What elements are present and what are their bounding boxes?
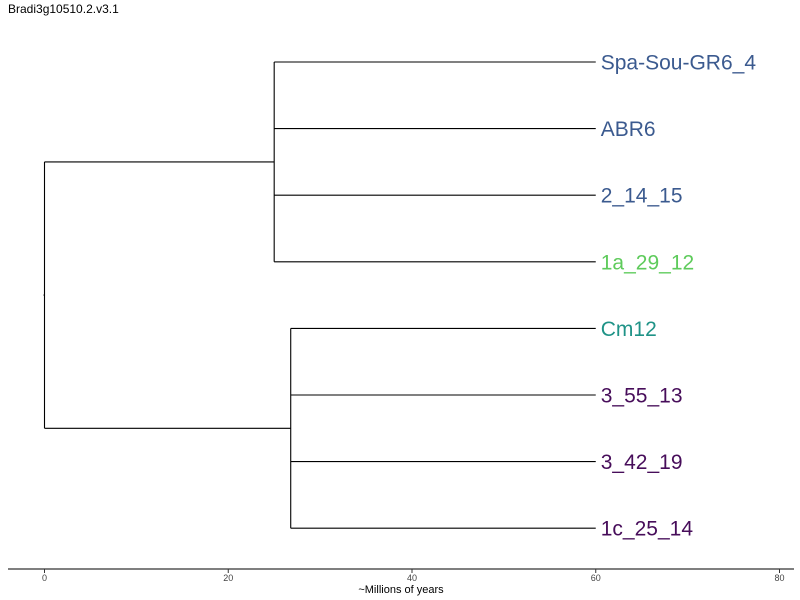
- tip-label-6: 3_42_19: [601, 451, 683, 474]
- tip-label-0: Spa-Sou-GR6_4: [601, 52, 757, 75]
- x-axis-label: ~Millions of years: [358, 584, 444, 596]
- tip-label-7: 1c_25_14: [601, 518, 694, 541]
- chart-title: Bradi3g10510.2.v3.1: [8, 2, 119, 16]
- x-tick-label-60: 60: [591, 573, 601, 583]
- tip-label-3: 1a_29_12: [601, 251, 694, 274]
- x-tick-label-20: 20: [223, 573, 233, 583]
- tip-label-2: 2_14_15: [601, 185, 683, 208]
- x-tick-label-40: 40: [407, 573, 417, 583]
- tip-label-5: 3_55_13: [601, 385, 683, 408]
- tip-label-1: ABR6: [601, 118, 656, 141]
- x-tick-label-80: 80: [774, 573, 784, 583]
- x-tick-label-0: 0: [42, 573, 47, 583]
- tip-label-4: Cm12: [601, 318, 657, 341]
